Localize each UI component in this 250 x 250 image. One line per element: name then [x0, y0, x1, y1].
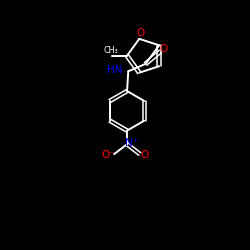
Text: O: O — [140, 150, 148, 160]
Text: O: O — [159, 44, 168, 54]
Text: O: O — [136, 28, 144, 38]
Text: N⁺: N⁺ — [125, 138, 138, 148]
Text: O⁻: O⁻ — [102, 150, 116, 160]
Text: HN: HN — [107, 65, 123, 75]
Text: CH₃: CH₃ — [104, 46, 118, 55]
